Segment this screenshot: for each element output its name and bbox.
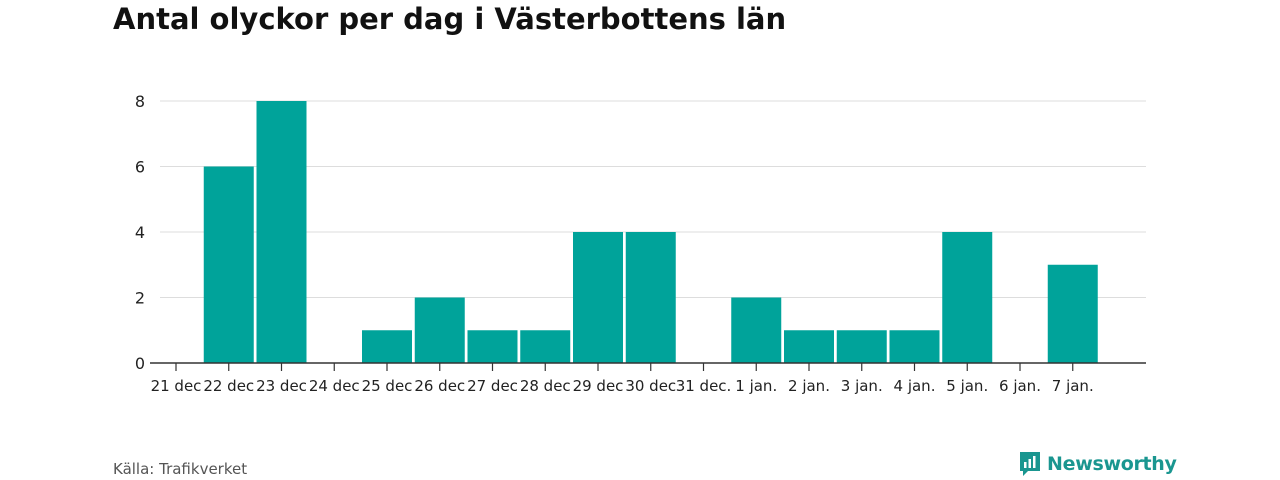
x-tick-label: 23 dec xyxy=(256,377,307,395)
x-tick-label: 24 dec xyxy=(309,377,360,395)
bar xyxy=(203,166,254,363)
brand-name: Newsworthy xyxy=(1047,453,1177,475)
chart-title: Antal olyckor per dag i Västerbottens lä… xyxy=(113,2,787,36)
x-tick-label: 28 dec xyxy=(520,377,571,395)
bar xyxy=(1047,264,1098,363)
bar xyxy=(573,232,623,363)
x-tick-label: 22 dec xyxy=(203,377,254,395)
x-tick-label: 6 jan. xyxy=(999,377,1041,395)
x-tick-label: 31 dec. xyxy=(676,377,732,395)
source-label: Källa: Trafikverket xyxy=(113,460,248,478)
y-tick-label: 4 xyxy=(135,223,145,242)
x-tick-label: 29 dec xyxy=(573,377,624,395)
bar xyxy=(942,232,993,363)
y-tick-label: 8 xyxy=(135,92,145,111)
brand-logo: Newsworthy xyxy=(1019,451,1177,477)
bar xyxy=(362,330,412,363)
bar xyxy=(414,297,465,363)
x-tick-label: 7 jan. xyxy=(1052,377,1094,395)
bar xyxy=(256,101,307,363)
newsworthy-logo-icon xyxy=(1020,452,1040,476)
x-tick-label: 27 dec xyxy=(467,377,518,395)
y-tick-label: 2 xyxy=(135,289,145,308)
bar xyxy=(784,330,834,363)
bar xyxy=(520,330,571,363)
x-tick-label: 2 jan. xyxy=(788,377,830,395)
x-tick-label: 21 dec xyxy=(151,377,202,395)
bar xyxy=(731,297,782,363)
x-tick-label: 25 dec xyxy=(362,377,413,395)
bar xyxy=(836,330,887,363)
y-tick-label: 6 xyxy=(135,158,145,177)
bar xyxy=(625,232,676,363)
bar xyxy=(889,330,940,363)
x-tick-label: 4 jan. xyxy=(894,377,936,395)
x-tick-label: 3 jan. xyxy=(841,377,883,395)
x-tick-label: 26 dec xyxy=(414,377,465,395)
x-tick-label: 1 jan. xyxy=(735,377,777,395)
x-tick-label: 30 dec xyxy=(625,377,676,395)
x-tick-label: 5 jan. xyxy=(946,377,988,395)
bar xyxy=(467,330,518,363)
y-tick-label: 0 xyxy=(135,354,145,373)
